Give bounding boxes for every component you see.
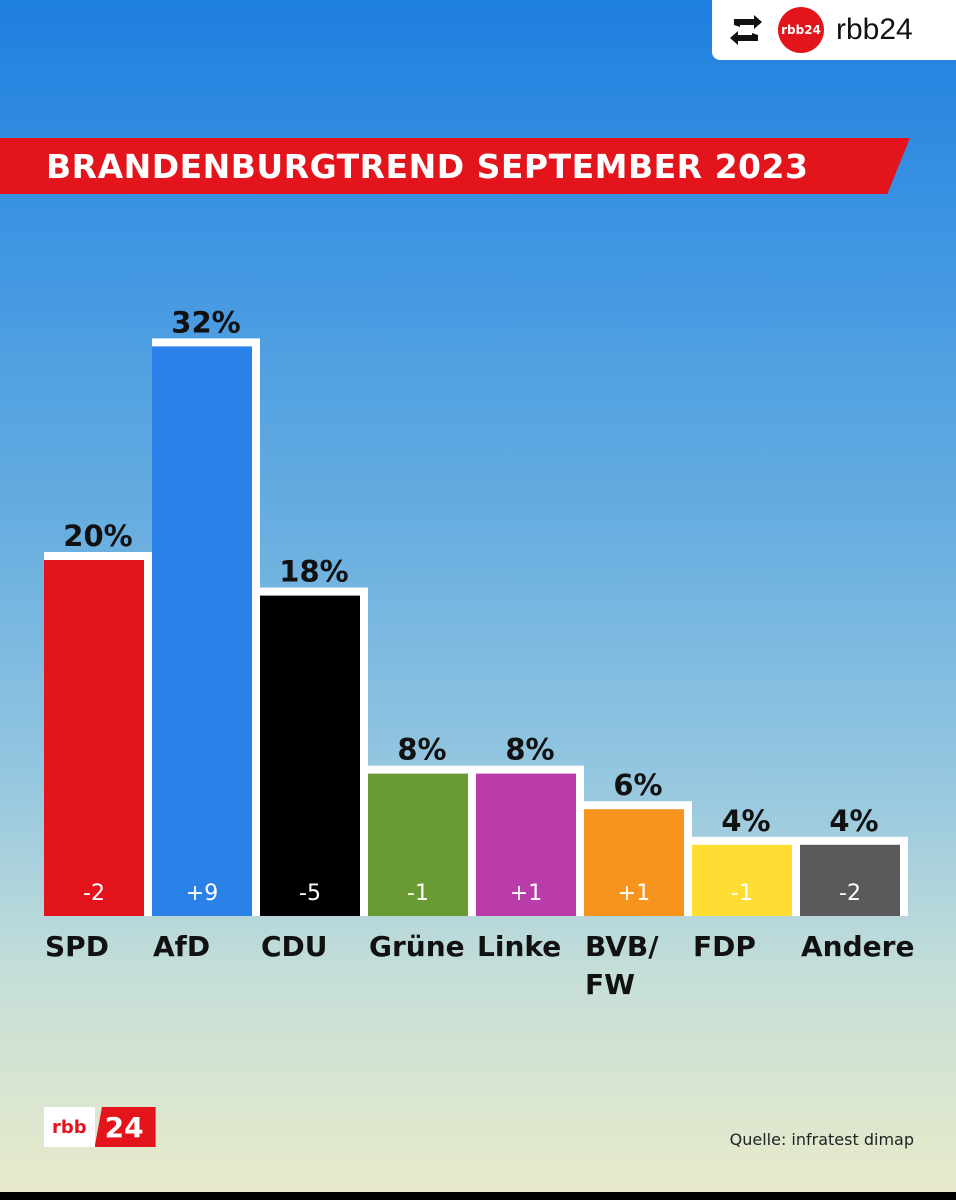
- category-label-fdp: FDP: [693, 930, 756, 963]
- bar-bvb-fw: [584, 809, 684, 916]
- rbb24-logo-rbb: rbb: [44, 1107, 95, 1147]
- bar-linke: [476, 773, 576, 916]
- category-label-afd: AfD: [153, 930, 210, 963]
- category-label-andere: Andere: [801, 930, 914, 963]
- repost-header: rbb24 rbb24: [712, 0, 956, 60]
- bar-cdu: [260, 595, 360, 916]
- category-label-gr-ne: Grüne: [369, 930, 465, 963]
- rbb24-logo: rbb 24: [44, 1107, 156, 1147]
- value-label-spd: 20%: [63, 519, 132, 553]
- value-label-afd: 32%: [171, 305, 240, 339]
- change-label-andere: -2: [839, 881, 861, 906]
- category-label-spd: SPD: [45, 930, 109, 963]
- value-label-gr-ne: 8%: [397, 733, 446, 767]
- bar-spd: [44, 560, 144, 916]
- value-label-cdu: 18%: [279, 555, 348, 589]
- change-label-cdu: -5: [299, 881, 321, 906]
- bar-chart: 20% -2 SPD 32% +9 AfD 18% -5 CDU 8% -1 Grüne 8% +1 Lin…: [44, 305, 914, 1001]
- source-note: Quelle: infratest dimap: [729, 1130, 914, 1149]
- change-label-spd: -2: [83, 881, 105, 906]
- bar-fdp: [692, 844, 792, 916]
- bar-afd: [152, 346, 252, 916]
- category-label-bvb-fw-1: BVB/: [585, 930, 659, 963]
- value-label-fdp: 4%: [721, 804, 770, 838]
- category-label-linke: Linke: [477, 930, 561, 963]
- change-label-bvb-fw: +1: [618, 881, 650, 906]
- rbb24-logo-24: 24: [94, 1107, 156, 1147]
- category-label-cdu: CDU: [261, 930, 328, 963]
- bar-gr-ne: [368, 773, 468, 916]
- change-label-fdp: -1: [731, 881, 753, 906]
- title-band: [0, 138, 910, 194]
- value-label-andere: 4%: [829, 804, 878, 838]
- chart-title: BRANDENBURGTREND SEPTEMBER 2023: [46, 147, 809, 186]
- account-name[interactable]: rbb24: [836, 13, 913, 46]
- category-label-bvb-fw-2: FW: [585, 968, 635, 1001]
- account-avatar[interactable]: rbb24: [778, 7, 824, 53]
- change-label-linke: +1: [510, 881, 542, 906]
- value-label-bvb-fw: 6%: [613, 768, 662, 802]
- bar-andere: [800, 844, 900, 916]
- bottom-bar: [0, 1192, 956, 1200]
- change-label-gr-ne: -1: [407, 881, 429, 906]
- value-label-linke: 8%: [505, 733, 554, 767]
- change-label-afd: +9: [186, 881, 218, 906]
- repost-icon: [730, 15, 762, 45]
